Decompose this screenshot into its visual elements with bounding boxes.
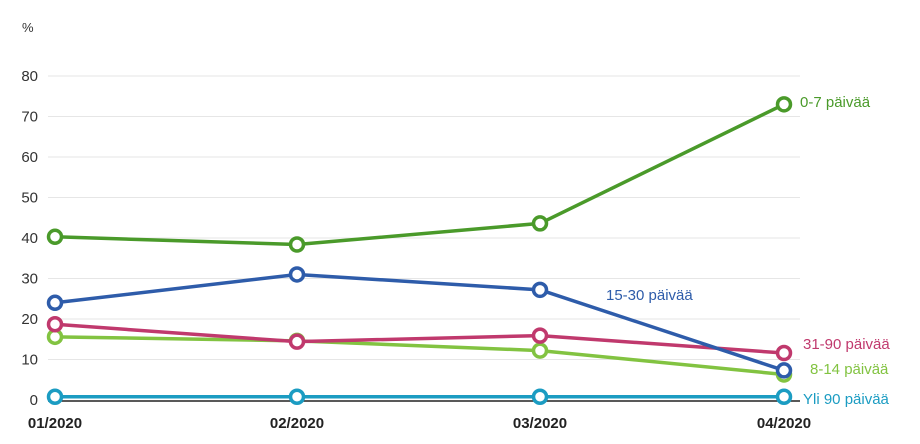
y-tick-label: 10 bbox=[21, 352, 38, 369]
series-4 bbox=[46, 388, 793, 406]
y-tick-label: 50 bbox=[21, 190, 38, 207]
x-tick-label: 04/2020 bbox=[757, 415, 811, 432]
series-label: 8-14 päivää bbox=[810, 361, 889, 378]
data-point bbox=[775, 362, 793, 379]
x-tick-label: 02/2020 bbox=[270, 415, 324, 432]
series-line bbox=[53, 272, 786, 373]
series-label: 31-90 päivää bbox=[803, 336, 890, 353]
series-label: 15-30 päivää bbox=[606, 287, 693, 304]
data-point bbox=[531, 215, 549, 232]
data-point bbox=[288, 266, 306, 283]
data-point bbox=[531, 281, 549, 299]
series-line bbox=[53, 335, 786, 377]
series-0 bbox=[46, 96, 793, 253]
series-label: Yli 90 päivää bbox=[803, 391, 890, 408]
series-label: 0-7 päivää bbox=[800, 94, 871, 111]
y-axis-unit-label: % bbox=[22, 20, 34, 35]
data-point bbox=[288, 388, 306, 406]
data-point bbox=[288, 236, 306, 253]
data-point bbox=[531, 327, 549, 344]
data-point bbox=[775, 96, 793, 113]
y-tick-label: 0 bbox=[30, 392, 38, 409]
y-tick-label: 30 bbox=[21, 271, 38, 288]
data-point bbox=[288, 333, 306, 350]
data-point bbox=[46, 228, 64, 246]
series-2 bbox=[46, 316, 793, 362]
series-line bbox=[53, 102, 786, 247]
data-point bbox=[531, 388, 549, 406]
series-labels: 0-7 päivää 15-30 päivää 31-90 päivää 8-14 p… bbox=[606, 94, 890, 408]
gridlines bbox=[48, 75, 800, 360]
x-tick-label: 03/2020 bbox=[513, 415, 567, 432]
data-point bbox=[46, 316, 64, 333]
x-tick-label: 01/2020 bbox=[28, 415, 82, 432]
y-tick-label: 60 bbox=[21, 149, 38, 166]
data-point bbox=[531, 342, 549, 359]
data-point bbox=[46, 388, 64, 406]
data-point bbox=[775, 344, 793, 362]
y-tick-label: 40 bbox=[21, 230, 38, 247]
y-axis-ticks: 0 10 20 30 40 50 60 70 80 bbox=[21, 68, 38, 409]
series-lines bbox=[46, 96, 793, 406]
series-1 bbox=[46, 266, 793, 379]
x-axis-ticks: 01/2020 02/2020 03/2020 04/2020 bbox=[28, 415, 811, 432]
y-tick-label: 80 bbox=[21, 68, 38, 85]
y-tick-label: 20 bbox=[21, 311, 38, 328]
y-tick-label: 70 bbox=[21, 109, 38, 126]
data-point bbox=[775, 388, 793, 406]
series-line bbox=[53, 322, 786, 355]
data-point bbox=[46, 294, 64, 312]
